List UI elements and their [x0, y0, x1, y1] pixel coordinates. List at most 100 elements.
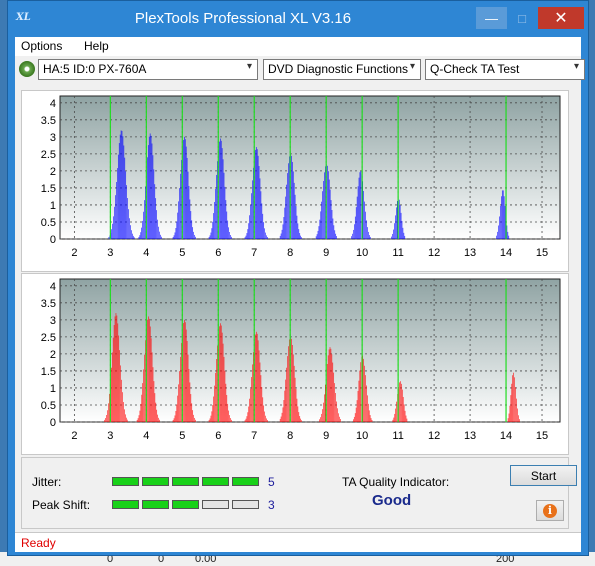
histogram-bar — [126, 185, 127, 239]
histogram-bar — [209, 418, 211, 422]
histogram-bar — [320, 211, 322, 239]
chevron-down-icon: ▾ — [573, 61, 579, 72]
histogram-bar — [188, 368, 190, 422]
histogram-bar — [317, 230, 319, 239]
minimize-button[interactable]: — — [476, 7, 507, 29]
drive-select[interactable]: HA:5 ID:0 PX-760A ▾ — [38, 59, 258, 80]
maximize-button[interactable]: □ — [518, 10, 526, 26]
info-button[interactable]: i — [536, 500, 564, 521]
histogram-bar — [301, 420, 302, 422]
histogram-bar — [216, 359, 217, 422]
histogram-bar — [195, 419, 196, 422]
function-select[interactable]: DVD Diagnostic Functions ▾ — [263, 59, 421, 80]
histogram-bar — [175, 227, 177, 239]
histogram-bar — [211, 411, 213, 422]
histogram-bar — [371, 419, 373, 422]
histogram-bar — [402, 396, 404, 422]
histogram-bar — [327, 355, 329, 422]
histogram-bar — [108, 403, 109, 422]
histogram-bar — [159, 231, 160, 239]
histogram-bar — [401, 383, 402, 422]
histogram-bar — [358, 177, 360, 239]
histogram-bar — [263, 405, 265, 422]
histogram-bar — [138, 236, 140, 239]
histogram-bar — [367, 395, 368, 422]
histogram-bar — [176, 404, 178, 422]
menu-help[interactable]: Help — [84, 39, 109, 53]
level-cell — [142, 500, 169, 509]
histogram-bar — [501, 196, 502, 239]
histogram-bar — [396, 401, 397, 422]
histogram-bar — [288, 163, 289, 239]
histogram-bar — [260, 191, 262, 239]
histogram-bar — [161, 236, 162, 239]
histogram-bar — [226, 211, 228, 239]
histogram-bar — [156, 409, 158, 422]
histogram-bar — [263, 222, 265, 239]
histogram-bar — [517, 408, 518, 422]
histogram-bar — [359, 370, 361, 422]
close-button[interactable]: ✕ — [538, 7, 584, 29]
histogram-bar — [221, 332, 223, 422]
groove-graph-panel: 0 0.5 1 1.5 2 2.5 3 3.5 4 2 3 4 5 6 7 8 9 10 11 12 13 14 15 — [21, 273, 569, 455]
histogram-bar — [225, 383, 227, 422]
histogram-bar — [153, 381, 155, 422]
histogram-bar — [282, 224, 284, 239]
histogram-bar — [183, 140, 184, 239]
histogram-bar — [113, 325, 115, 422]
y-tick-label: 2.5 — [41, 332, 56, 344]
histogram-bar — [354, 216, 356, 239]
histogram-bar — [143, 369, 144, 422]
y-tick-label: 0.5 — [41, 217, 56, 229]
histogram-bar — [327, 171, 329, 239]
histogram-bar — [498, 225, 499, 239]
histogram-bar — [367, 227, 368, 239]
histogram-bar — [328, 349, 330, 422]
histogram-bar — [148, 316, 149, 422]
chevron-down-icon: ▾ — [409, 61, 415, 72]
histogram-bar — [120, 365, 121, 422]
histogram-bar — [285, 379, 287, 422]
histogram-bar — [120, 130, 122, 239]
histogram-bar — [253, 167, 254, 239]
histogram-bar — [192, 227, 194, 239]
start-button[interactable]: Start — [510, 465, 577, 486]
histogram-bar — [394, 413, 396, 422]
x-tick-label: 3 — [107, 247, 113, 259]
histogram-bar — [331, 209, 333, 239]
histogram-bar — [143, 211, 144, 239]
histogram-bar — [152, 155, 154, 239]
histogram-bar — [259, 362, 261, 422]
histogram-bar — [217, 345, 218, 422]
histogram-bar — [106, 415, 107, 422]
histogram-bar — [365, 211, 366, 239]
x-tick-label: 10 — [356, 247, 368, 259]
histogram-bar — [229, 415, 230, 422]
histogram-bar — [140, 403, 142, 422]
test-select[interactable]: Q-Check TA Test ▾ — [425, 59, 585, 80]
histogram-bar — [400, 212, 402, 239]
y-tick-label: 1 — [50, 383, 56, 395]
histogram-bar — [287, 173, 288, 239]
histogram-bar — [356, 196, 358, 239]
level-cell — [172, 500, 199, 509]
histogram-bar — [148, 318, 150, 422]
histogram-bar — [244, 420, 246, 422]
histogram-bar — [131, 230, 132, 239]
histogram-bar — [369, 236, 371, 239]
histogram-bar — [220, 323, 221, 422]
title-bar[interactable]: XL PlexTools Professional XL V3.16 — □ ✕ — [8, 1, 588, 37]
histogram-bar — [172, 420, 174, 422]
histogram-bar — [406, 418, 408, 422]
results-panel: Jitter: 5 Peak Shift: 3 TA Quality Indic… — [21, 457, 577, 529]
menu-options[interactable]: Options — [21, 39, 63, 53]
histogram-bar — [159, 419, 160, 422]
histogram-bar — [508, 413, 510, 422]
start-button-label: Start — [530, 468, 557, 483]
histogram-bar — [244, 237, 246, 239]
histogram-bar — [156, 210, 157, 239]
chevron-down-icon: ▾ — [246, 61, 252, 72]
histogram-bar — [247, 412, 249, 422]
x-tick-label: 7 — [251, 247, 257, 259]
histogram-bar — [107, 410, 108, 422]
